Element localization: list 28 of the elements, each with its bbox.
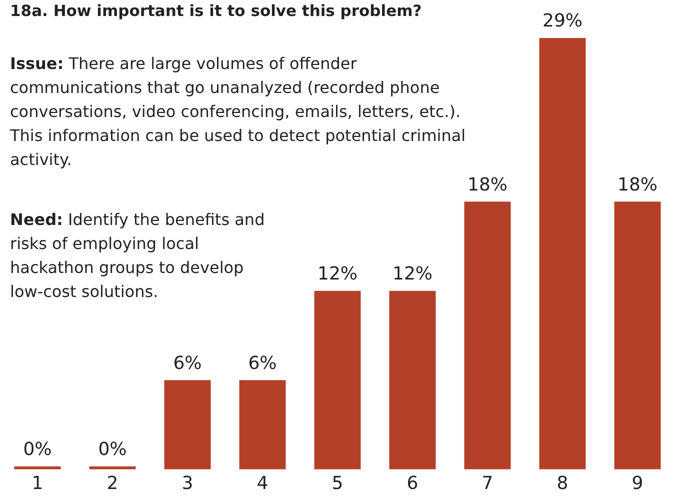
x-tick-label: 5 <box>332 472 344 494</box>
x-tick-label: 6 <box>406 472 418 494</box>
data-label: 6% <box>248 352 277 374</box>
data-label: 6% <box>173 352 202 374</box>
chart-title: 18a. How important is it to solve this problem? <box>10 2 422 20</box>
bar <box>539 38 586 470</box>
bar <box>464 202 511 470</box>
bar <box>164 380 211 470</box>
annotation: Need: Identify the benefits and risks of employing local hackathon groups to develop low-cost solutions. <box>10 209 266 303</box>
x-tick-label: 7 <box>482 472 494 494</box>
x-tick-label: 4 <box>256 472 268 494</box>
bar <box>239 380 286 470</box>
data-label: 0% <box>23 439 52 460</box>
x-tick-label: 3 <box>182 472 194 494</box>
data-label: 18% <box>617 174 658 196</box>
data-label: 12% <box>392 264 433 285</box>
annotation: Issue: There are large volumes of offender communications that go unanalyzed (recorded phone conversations, video conferencing, emails, letters, etc.). This information can be used to detect potential criminal activity. <box>10 53 467 171</box>
x-tick-label: 1 <box>32 472 44 494</box>
x-tick-label: 8 <box>556 472 568 494</box>
x-tick-label: 9 <box>632 472 644 494</box>
data-label: 18% <box>467 174 508 196</box>
bar <box>314 290 361 470</box>
x-tick-label: 2 <box>106 472 118 494</box>
data-label: 0% <box>98 439 127 460</box>
data-label: 12% <box>317 264 358 285</box>
bar <box>389 290 436 470</box>
data-label: 29% <box>542 10 583 32</box>
bar <box>614 202 661 470</box>
